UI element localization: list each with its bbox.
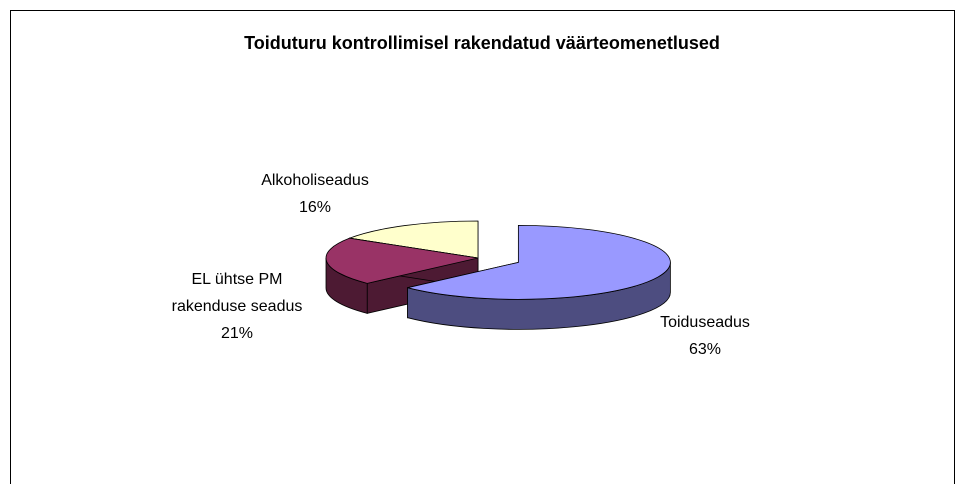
label-name: Alkoholiseadus: [261, 172, 369, 189]
label-value: 21%: [220, 325, 254, 342]
slice: [325, 237, 479, 284]
label-name: EL ühtse PM rakenduse seadus: [171, 271, 303, 315]
label-value: 16%: [298, 199, 332, 216]
slice-label: Toiduseadus 63%: [620, 309, 790, 363]
chart-title: Toiduturu kontrollimisel rakendatud väär…: [244, 33, 720, 53]
label-name: Toiduseadus: [660, 314, 750, 331]
label-value: 63%: [688, 341, 722, 358]
slice-label: EL ühtse PM rakenduse seadus 21%: [157, 266, 317, 347]
slice: [348, 220, 479, 259]
chart-frame: [10, 10, 955, 484]
slice: [407, 224, 671, 300]
slice-label: Alkoholiseadus 16%: [230, 167, 400, 221]
slices: [325, 220, 671, 330]
